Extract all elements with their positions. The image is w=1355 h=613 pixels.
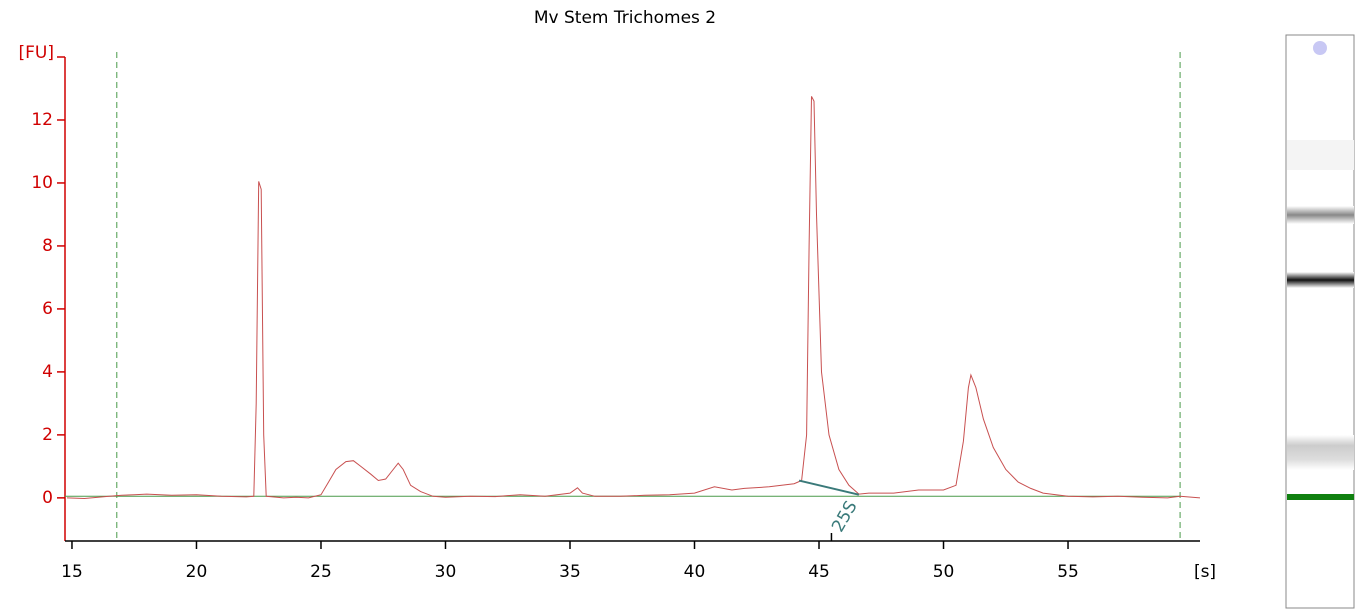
x-tick-label: 25 (310, 562, 332, 582)
x-tick-label: 50 (933, 562, 955, 582)
y-tick-label: 0 (42, 488, 53, 508)
gel-dot (1313, 41, 1327, 55)
y-tick-label: 12 (31, 110, 53, 130)
x-tick-label: 55 (1057, 562, 1079, 582)
peak-label: 25S (828, 498, 862, 536)
x-tick-label: 40 (684, 562, 706, 582)
gel-band (1287, 435, 1354, 470)
x-tick-label: 35 (559, 562, 581, 582)
y-tick-label: 8 (42, 236, 53, 256)
gel-lane (1285, 34, 1355, 609)
y-tick-label: 10 (31, 173, 53, 193)
y-tick-label: 2 (42, 425, 53, 445)
peak-span (798, 479, 860, 496)
trace-line (66, 96, 1201, 500)
x-axis-label: [s] (1194, 562, 1216, 582)
gel-band (1287, 206, 1354, 224)
x-tick-label: 45 (808, 562, 830, 582)
y-tick-label: 6 (42, 299, 53, 319)
y-tick-label: 4 (42, 362, 53, 382)
x-tick-label: 30 (435, 562, 457, 582)
gel-band (1287, 272, 1354, 288)
gel-frame (1285, 34, 1355, 609)
x-tick-label: 20 (186, 562, 208, 582)
gel-marker-band (1287, 494, 1354, 500)
x-tick-label: 15 (61, 562, 83, 582)
gel-smear (1287, 140, 1354, 170)
chart-title: Mv Stem Trichomes 2 (534, 8, 716, 28)
y-axis-label: [FU] (19, 43, 55, 63)
